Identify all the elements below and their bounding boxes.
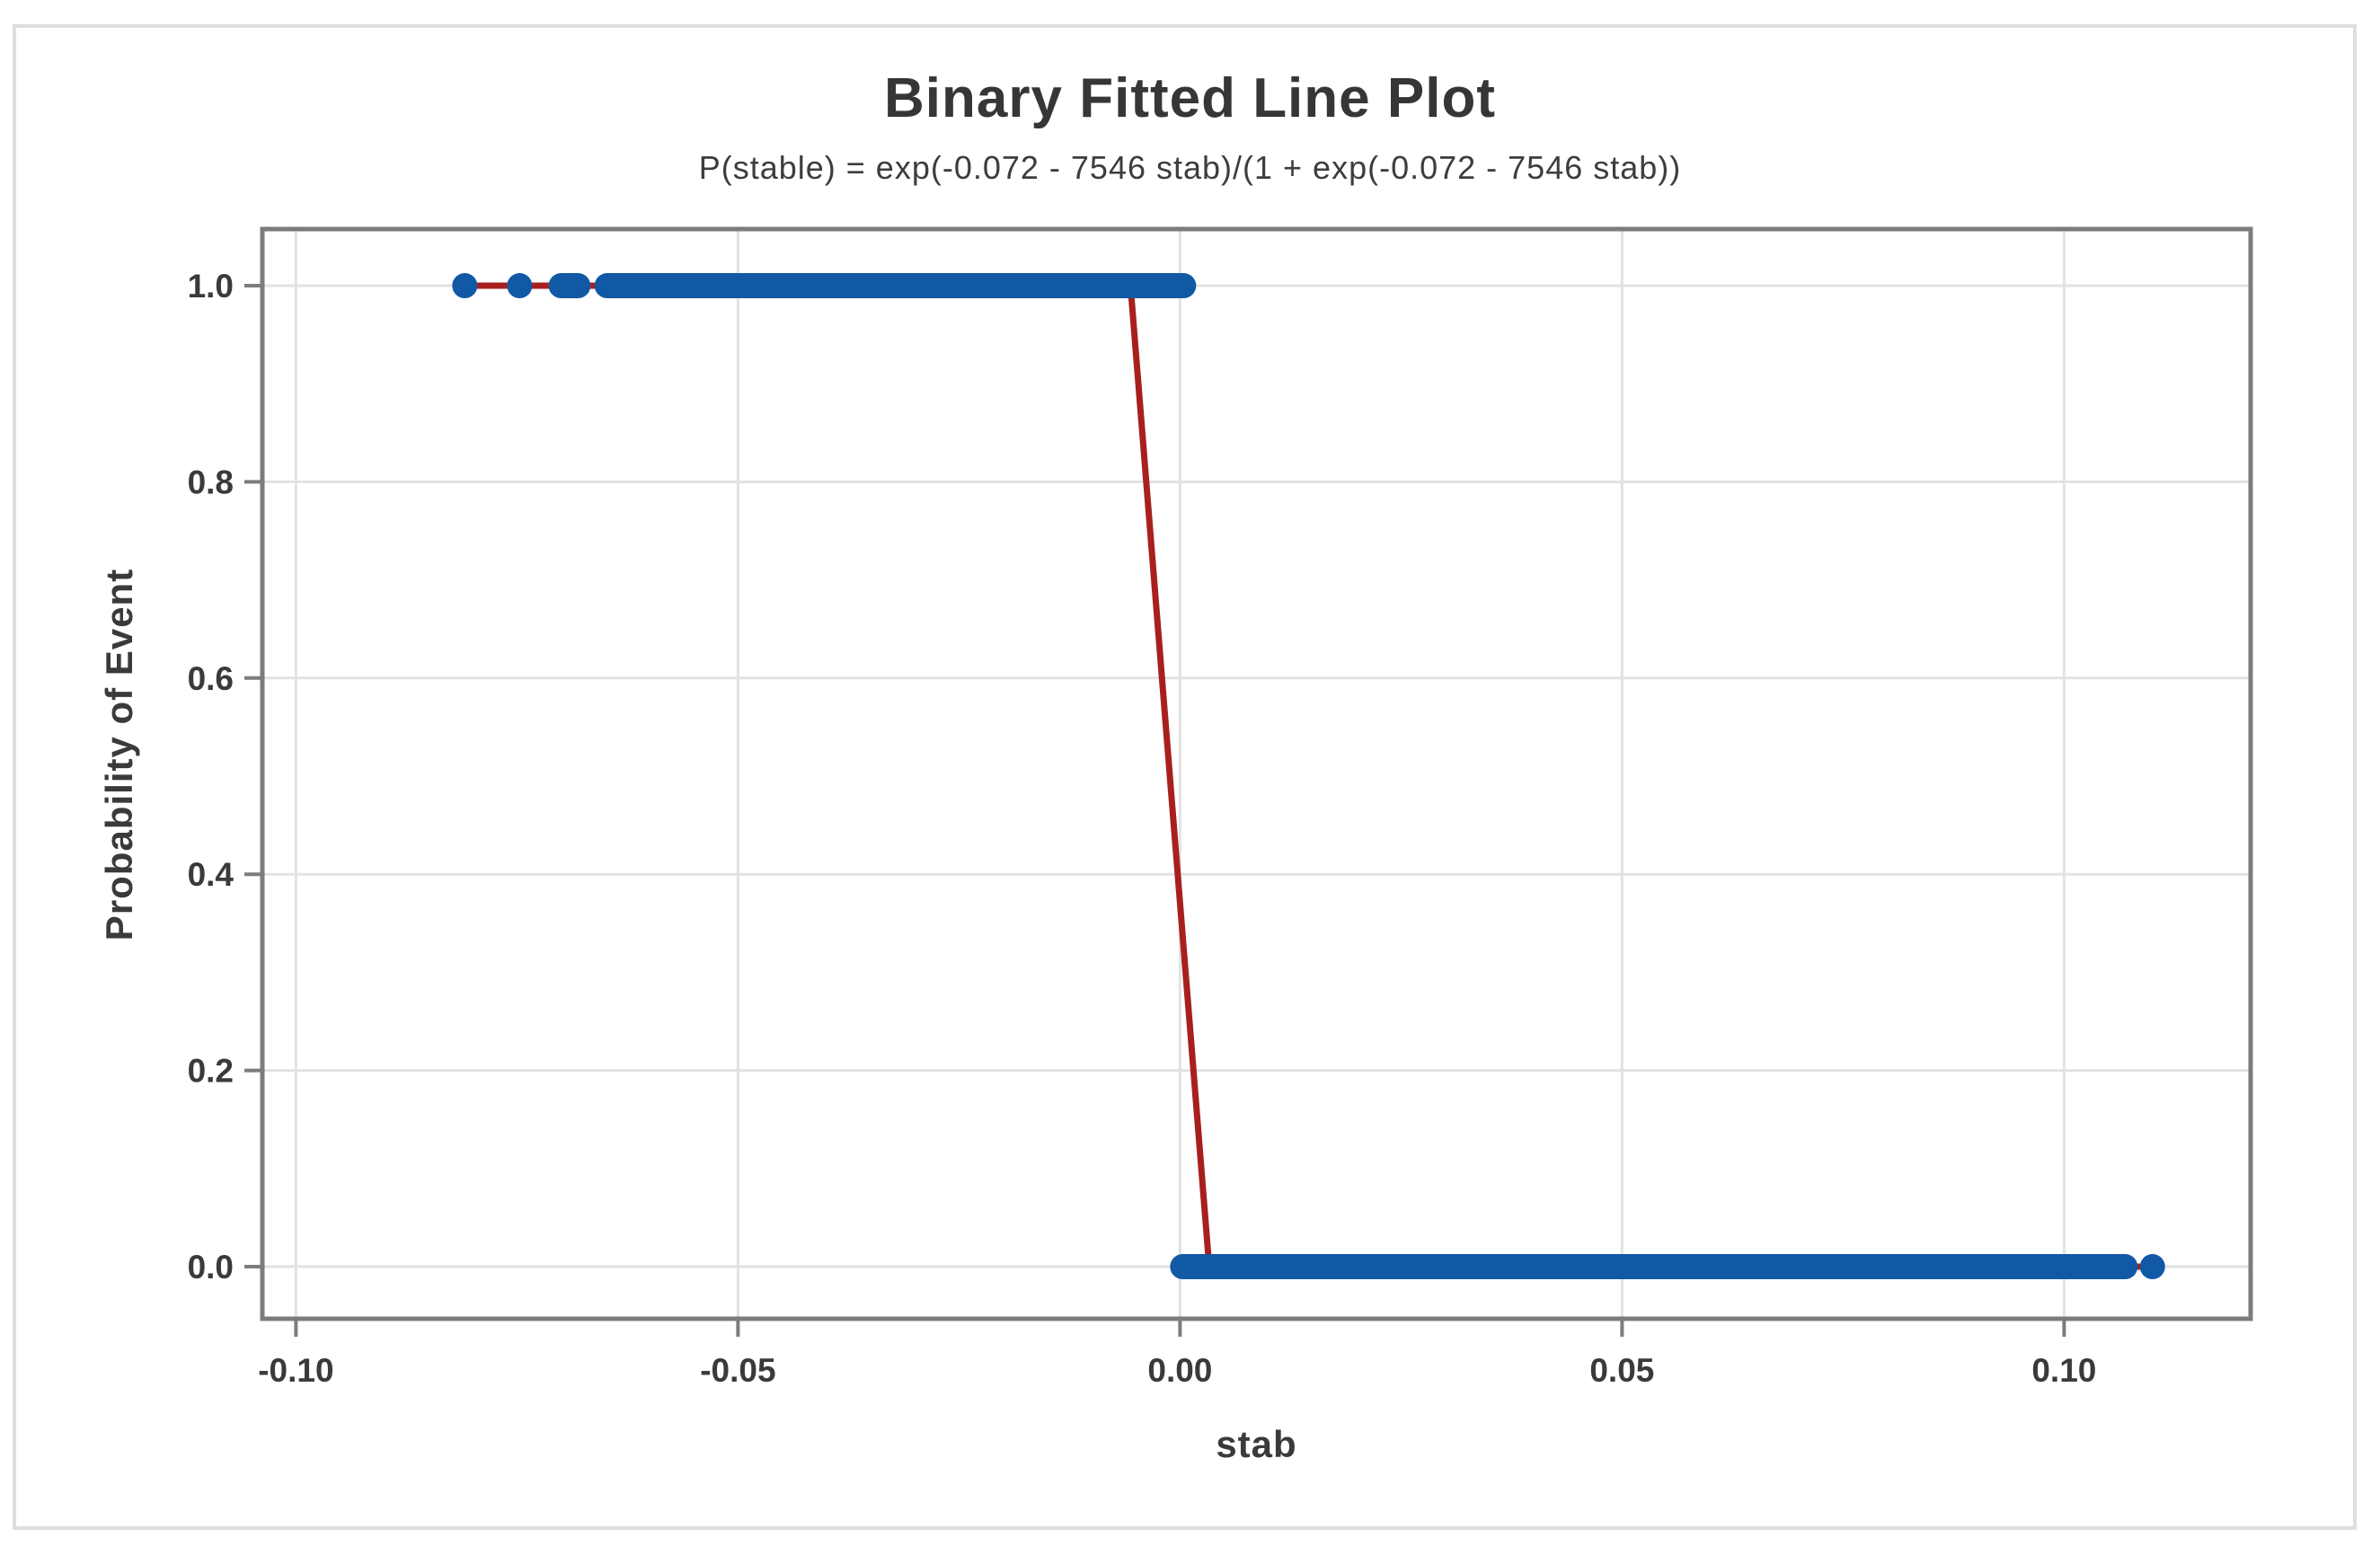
scatter-point-band bbox=[548, 273, 591, 299]
scatter-point-band bbox=[594, 273, 1197, 299]
chart-subtitle-equation: P(stable) = exp(-0.072 - 7546 stab)/(1 +… bbox=[698, 149, 1682, 186]
chart-title: Binary Fitted Line Plot bbox=[884, 67, 1496, 129]
x-tick-label: -0.10 bbox=[258, 1352, 333, 1389]
scatter-point bbox=[507, 273, 533, 299]
x-axis-title: stab bbox=[1216, 1423, 1297, 1465]
x-tick-label: 0.00 bbox=[1147, 1352, 1212, 1389]
scatter-point bbox=[452, 273, 478, 299]
fitted-line bbox=[461, 282, 2156, 1270]
x-tick-label: 0.05 bbox=[1589, 1352, 1654, 1389]
scatter-point-band bbox=[1170, 1254, 2138, 1280]
y-tick-label: 0.0 bbox=[188, 1249, 234, 1286]
scatter-point bbox=[2139, 1254, 2165, 1280]
y-tick-label: 1.0 bbox=[188, 268, 234, 305]
x-tick-label: -0.05 bbox=[700, 1352, 775, 1389]
y-tick-label: 0.8 bbox=[188, 464, 234, 500]
plot-frame bbox=[260, 226, 2253, 1321]
x-tick-label: 0.10 bbox=[2031, 1352, 2096, 1389]
y-tick-label: 0.4 bbox=[188, 856, 234, 893]
y-tick-label: 0.6 bbox=[188, 660, 234, 697]
y-tick-label: 0.2 bbox=[188, 1053, 234, 1090]
